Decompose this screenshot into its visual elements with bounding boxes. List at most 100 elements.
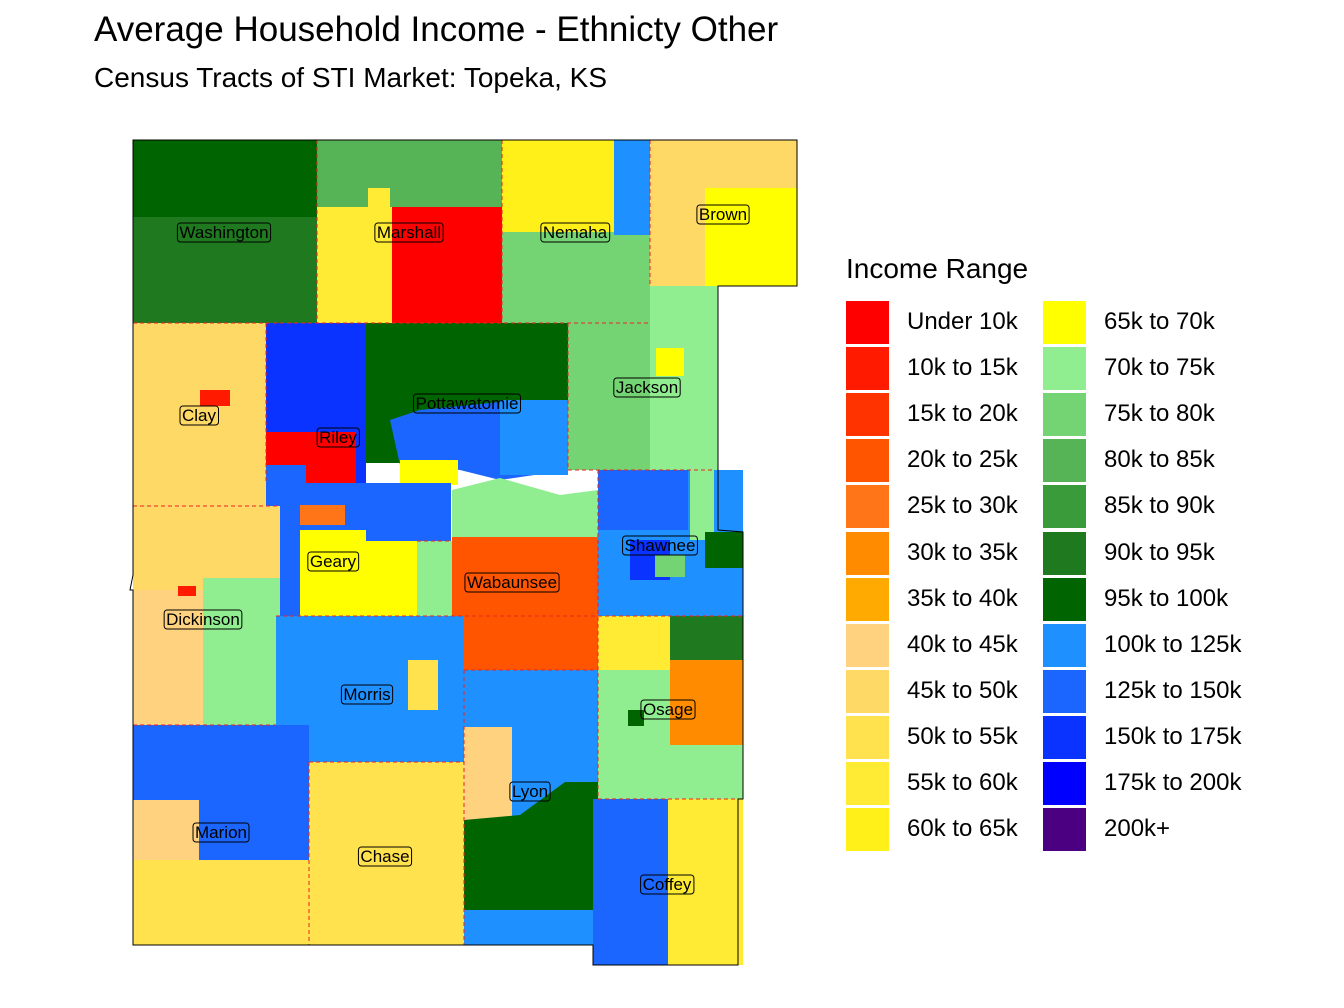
county-label-box — [316, 427, 360, 448]
legend-item: 45k to 50k — [846, 669, 1086, 716]
legend-label: 30k to 35k — [907, 538, 1018, 566]
map-subtitle: Census Tracts of STI Market: Topeka, KS — [94, 62, 608, 93]
county-washington-area — [133, 140, 317, 323]
legend-label: 75k to 80k — [1104, 400, 1215, 428]
legend-item: 15k to 20k — [846, 393, 1086, 439]
legend-swatch — [1043, 347, 1086, 391]
county-label-coffey: Coffey — [640, 874, 695, 895]
county-marion-area — [133, 725, 309, 945]
legend-label: 50k to 55k — [907, 722, 1018, 750]
legend-item: 175k to 200k — [1043, 762, 1283, 808]
county-label-box — [640, 874, 695, 895]
legend-item: 10k to 15k — [846, 347, 1086, 393]
legend-label: 45k to 50k — [907, 676, 1018, 704]
county-name: Chase — [360, 847, 409, 866]
legend-item: 125k to 150k — [1043, 669, 1283, 716]
county-name: Osage — [643, 700, 693, 719]
county-name: Coffey — [643, 875, 692, 894]
legend-title: Income Range — [846, 253, 1029, 284]
county-name: Marshall — [377, 223, 441, 242]
legend-item: 100k to 125k — [1043, 623, 1283, 670]
legend-swatch — [846, 393, 889, 437]
county-name: Wabaunsee — [467, 573, 557, 592]
county-label-box — [509, 781, 551, 802]
legend-swatch — [846, 669, 889, 713]
county-label-jackson: Jackson — [613, 377, 681, 398]
county-name: Marion — [195, 823, 247, 842]
legend-swatch — [846, 347, 889, 391]
legend-item: 80k to 85k — [1043, 439, 1283, 485]
county-label-box — [540, 222, 611, 243]
legend-label: 200k+ — [1104, 815, 1171, 843]
legend-label: 10k to 15k — [907, 354, 1018, 382]
county-osage-area — [598, 616, 743, 799]
county-label-wabaunsee: Wabaunsee — [464, 572, 560, 593]
legend-label: 125k to 150k — [1104, 676, 1242, 704]
county-label-box — [696, 204, 750, 225]
legend-swatch — [1043, 808, 1086, 852]
county-label-box — [413, 393, 521, 414]
county-marshall-area — [317, 140, 502, 323]
county-label-riley: Riley — [316, 427, 360, 448]
county-label-box — [340, 684, 394, 705]
legend-label: Under 10k — [907, 308, 1018, 335]
county-dickinson-area — [133, 506, 280, 725]
legend-item: 65k to 70k — [1043, 301, 1283, 347]
legend-label: 70k to 75k — [1104, 354, 1215, 382]
county-brown-area — [650, 140, 797, 286]
county-name: Brown — [699, 205, 747, 224]
legend-swatch — [1043, 715, 1086, 759]
county-label-clay: Clay — [179, 405, 220, 426]
legend-item: 25k to 30k — [846, 485, 1086, 531]
county-name: Nemaha — [543, 223, 608, 242]
county-label-box — [464, 572, 560, 593]
market-outline — [129, 139, 798, 966]
legend-label: 15k to 20k — [907, 400, 1018, 428]
county-boundaries — [133, 140, 743, 945]
county-name: Shawnee — [625, 536, 696, 555]
county-label-box — [192, 822, 250, 843]
county-riley-area — [266, 323, 366, 520]
legend-item: 95k to 100k — [1043, 577, 1283, 624]
legend-swatch — [1043, 531, 1086, 575]
legend-label: 35k to 40k — [907, 584, 1018, 612]
county-label-box — [307, 551, 360, 572]
county-clay-area — [133, 323, 266, 506]
legend-item: 200k+ — [1043, 808, 1283, 854]
legend-item: 60k to 65k — [846, 808, 1086, 854]
legend-swatch — [846, 485, 889, 529]
legend-item: 50k to 55k — [846, 715, 1086, 762]
legend-swatch — [846, 301, 889, 344]
county-coffey-area — [593, 799, 743, 965]
legend-label: 65k to 70k — [1104, 308, 1215, 335]
legend-label: 25k to 30k — [907, 492, 1018, 520]
county-label-morris: Morris — [340, 684, 394, 705]
legend-label: 100k to 125k — [1104, 630, 1242, 658]
county-wabaunsee-area — [417, 478, 598, 670]
legend-swatch — [1043, 485, 1086, 529]
legend-label: 80k to 85k — [1104, 446, 1215, 474]
legend-item: Under 10k — [846, 301, 1086, 347]
county-name: Pottawatomie — [416, 394, 519, 413]
legend-label: 175k to 200k — [1104, 769, 1242, 796]
county-label-box — [374, 222, 444, 243]
county-chase-area — [309, 762, 464, 945]
legend-item: 35k to 40k — [846, 577, 1086, 624]
legend: Under 10k 10k to 15k 15k to 20k 20k to 25k 2… — [846, 301, 1316, 861]
county-label-box — [163, 609, 243, 630]
legend-swatch — [1043, 762, 1086, 805]
legend-item: 150k to 175k — [1043, 715, 1283, 762]
legend-swatch — [846, 808, 889, 852]
county-label-marion: Marion — [192, 822, 250, 843]
county-label-washington: Washington — [176, 222, 272, 243]
legend-swatch — [1043, 393, 1086, 437]
county-label-shawnee: Shawnee — [622, 535, 698, 556]
county-name: Riley — [319, 428, 357, 447]
county-label-box — [640, 699, 696, 720]
legend-item: 75k to 80k — [1043, 393, 1283, 439]
legend-item: 55k to 60k — [846, 762, 1086, 808]
county-name: Morris — [343, 685, 390, 704]
legend-item: 20k to 25k — [846, 439, 1086, 485]
legend-label: 60k to 65k — [907, 815, 1018, 843]
legend-swatch — [1043, 301, 1086, 344]
